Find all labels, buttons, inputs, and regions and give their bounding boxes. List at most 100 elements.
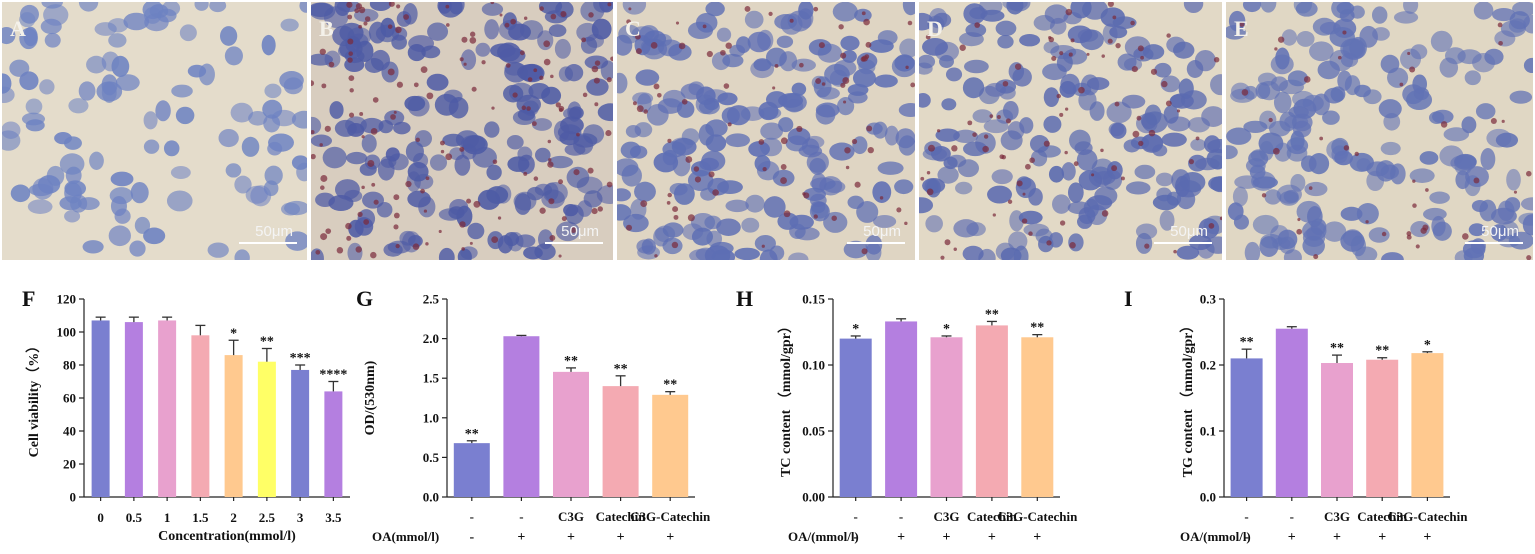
cell-nucleus bbox=[209, 2, 227, 13]
cell-nucleus bbox=[1302, 235, 1325, 256]
lipid-droplet bbox=[1365, 220, 1369, 224]
cell-nucleus bbox=[134, 216, 151, 234]
lipid-droplet bbox=[403, 14, 410, 20]
cell-nucleus bbox=[1331, 2, 1352, 19]
lipid-droplet bbox=[657, 92, 662, 98]
cell-nucleus bbox=[291, 155, 307, 170]
lipid-droplet bbox=[591, 208, 598, 215]
significance-marker: ** bbox=[1030, 321, 1044, 336]
lipid-droplet bbox=[650, 42, 658, 49]
cell-nucleus bbox=[426, 73, 449, 91]
cell-nucleus bbox=[528, 82, 551, 99]
lipid-droplet bbox=[925, 34, 931, 40]
lipid-droplet bbox=[311, 80, 315, 87]
cell-nucleus bbox=[291, 110, 307, 129]
x-tick-label: 1.5 bbox=[192, 510, 209, 525]
treatment-label: - bbox=[899, 509, 903, 524]
treatment-label: - bbox=[1244, 509, 1248, 524]
lipid-droplet bbox=[706, 50, 713, 58]
cell-nucleus bbox=[123, 12, 150, 31]
lipid-droplet bbox=[1241, 89, 1249, 96]
cell-nucleus bbox=[456, 205, 473, 227]
lipid-droplet bbox=[1261, 193, 1267, 198]
lipid-droplet bbox=[896, 207, 902, 213]
lipid-droplet bbox=[905, 65, 909, 69]
lipid-droplet bbox=[345, 222, 352, 230]
cell-nucleus bbox=[987, 185, 1012, 204]
x-tick-label: 2.5 bbox=[259, 510, 276, 525]
cell-nucleus bbox=[854, 8, 872, 22]
cell-nucleus bbox=[299, 2, 307, 13]
y-tick-label: 0.3 bbox=[1200, 292, 1217, 307]
x-tick-label: 3.5 bbox=[325, 510, 342, 525]
cell-nucleus bbox=[1230, 88, 1255, 103]
cell-nucleus bbox=[1000, 130, 1023, 151]
cell-nucleus bbox=[515, 234, 536, 248]
cell-nucleus bbox=[346, 151, 368, 165]
cell-nucleus bbox=[635, 69, 660, 86]
cell-nucleus bbox=[108, 225, 131, 247]
cell-nucleus bbox=[25, 98, 43, 115]
lipid-droplet bbox=[672, 206, 679, 213]
lipid-droplet bbox=[425, 242, 429, 246]
micrograph-panel-d: D 50μm bbox=[919, 2, 1222, 260]
lipid-droplet bbox=[445, 4, 450, 9]
lipid-droplet bbox=[320, 185, 325, 190]
cell-nucleus bbox=[935, 128, 960, 142]
treatment-label: C3G-Catechin bbox=[997, 509, 1078, 524]
cell-nucleus bbox=[1304, 181, 1328, 197]
lipid-droplet bbox=[348, 75, 355, 82]
y-tick-label: 0.10 bbox=[802, 358, 825, 373]
cell-nucleus bbox=[979, 2, 1003, 16]
lipid-droplet bbox=[1046, 240, 1052, 246]
lipid-droplet bbox=[311, 153, 316, 160]
lipid-droplet bbox=[1381, 231, 1387, 237]
oa-indicator: - bbox=[853, 530, 858, 545]
bar bbox=[224, 355, 243, 497]
lipid-droplet bbox=[944, 239, 951, 246]
significance-marker: ** bbox=[564, 354, 578, 369]
cell-nucleus bbox=[1340, 230, 1365, 252]
cell-nucleus bbox=[1248, 150, 1269, 168]
y-tick-label: 0.2 bbox=[1200, 358, 1216, 373]
cell-nucleus bbox=[919, 197, 934, 214]
cell-nucleus bbox=[766, 91, 788, 109]
cell-nucleus bbox=[220, 26, 238, 46]
oa-indicator: + bbox=[1288, 530, 1296, 545]
cell-nucleus bbox=[41, 2, 63, 9]
lipid-droplet bbox=[1412, 179, 1416, 183]
oa-indicator: + bbox=[1423, 530, 1431, 545]
cell-nucleus bbox=[393, 121, 411, 135]
lipid-droplet bbox=[558, 254, 562, 258]
cell-nucleus bbox=[1500, 20, 1526, 38]
cell-nucleus bbox=[225, 163, 242, 178]
bar bbox=[91, 320, 110, 497]
lipid-droplet bbox=[558, 108, 563, 113]
lipid-droplet bbox=[519, 50, 525, 56]
cell-nucleus bbox=[96, 81, 123, 102]
lipid-droplet bbox=[606, 181, 613, 188]
cell-nucleus bbox=[1419, 151, 1439, 165]
cell-nucleus bbox=[361, 134, 377, 153]
cell-nucleus bbox=[1462, 240, 1486, 259]
lipid-droplet bbox=[349, 88, 354, 93]
cell-nucleus bbox=[1135, 232, 1153, 254]
cell-nucleus bbox=[597, 103, 613, 122]
cell-nucleus bbox=[1429, 191, 1450, 204]
lipid-droplet bbox=[1526, 255, 1532, 260]
lipid-droplet bbox=[533, 68, 538, 73]
cell-nucleus bbox=[591, 18, 612, 40]
oa-indicator: + bbox=[617, 530, 625, 545]
lipid-droplet bbox=[1029, 157, 1035, 164]
y-tick-label: 20 bbox=[63, 457, 76, 472]
lipid-droplet bbox=[671, 241, 679, 249]
micrograph-image bbox=[311, 2, 613, 260]
cell-nucleus bbox=[1296, 200, 1322, 223]
cell-nucleus bbox=[965, 23, 987, 38]
lipid-droplet bbox=[533, 176, 539, 181]
lipid-droplet bbox=[1337, 55, 1342, 60]
cell-nucleus bbox=[725, 199, 749, 213]
micrograph-image bbox=[1226, 2, 1533, 260]
cell-nucleus bbox=[2, 121, 21, 139]
cell-nucleus bbox=[407, 190, 431, 208]
